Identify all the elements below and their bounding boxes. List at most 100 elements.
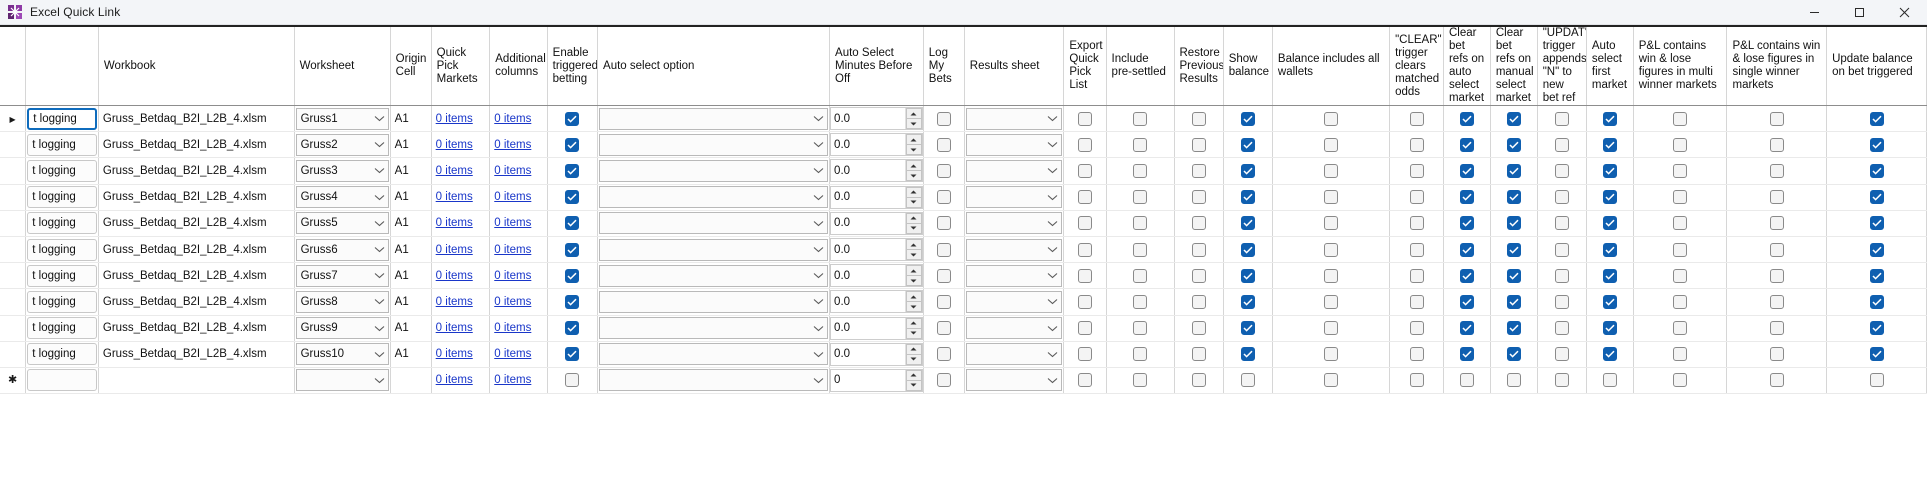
chevron-down-icon[interactable]: [371, 318, 388, 338]
checkmark-icon[interactable]: [1240, 190, 1255, 205]
cell-worksheet[interactable]: Gruss4: [294, 184, 391, 211]
spinner-up-icon[interactable]: [905, 160, 922, 171]
chevron-down-icon[interactable]: [371, 135, 388, 155]
checkbox-empty-icon[interactable]: [1077, 321, 1092, 336]
cell-enable-triggered-betting[interactable]: [547, 367, 599, 395]
cell-update-trigger-appends-n[interactable]: [1537, 210, 1587, 237]
enable-triggered-betting-checkbox[interactable]: [552, 294, 593, 309]
cell-auto-select-option[interactable]: [597, 288, 831, 316]
checkbox-empty-icon[interactable]: [936, 242, 951, 257]
cell-pnl-multi-winner[interactable]: [1633, 315, 1728, 342]
cell-clear-trigger-clears-matched-odds[interactable]: [1389, 157, 1444, 185]
auto-select-first-market-checkbox[interactable]: [1591, 163, 1629, 178]
auto-select-option-combobox[interactable]: [599, 317, 829, 340]
cell-worksheet[interactable]: Gruss7: [294, 262, 391, 290]
cell-auto-select-minutes-before-off[interactable]: 0.0: [829, 210, 924, 237]
include-pre-settled-checkbox[interactable]: [1111, 268, 1170, 283]
cell-additional-columns[interactable]: 0 items: [489, 210, 548, 237]
cell-auto-select-first-market[interactable]: [1586, 105, 1634, 133]
export-quick-pick-list-checkbox[interactable]: [1068, 137, 1101, 152]
balance-includes-all-wallets-checkbox[interactable]: [1277, 216, 1385, 231]
cell-export-quick-pick-list[interactable]: [1063, 131, 1107, 159]
cell-results-sheet[interactable]: [964, 236, 1065, 264]
additional-columns-link[interactable]: 0 items: [494, 191, 532, 204]
cell-additional-columns[interactable]: 0 items: [489, 157, 548, 185]
checkbox-empty-icon[interactable]: [1673, 268, 1688, 283]
cell-show-balance[interactable]: [1223, 341, 1273, 368]
column-header-workbook[interactable]: Workbook: [98, 25, 295, 106]
cell-quick-pick-markets[interactable]: 0 items: [431, 210, 491, 237]
cell-enable-triggered-betting[interactable]: [547, 131, 599, 159]
clear-bet-refs-auto-select-market-checkbox[interactable]: [1448, 216, 1486, 231]
clear-bet-refs-auto-select-market-checkbox[interactable]: [1448, 294, 1486, 309]
spinner-buttons[interactable]: [904, 343, 922, 365]
cell-clear-trigger-clears-matched-odds[interactable]: [1389, 315, 1444, 342]
spinner-up-icon[interactable]: [905, 369, 922, 380]
cell-update-trigger-appends-n[interactable]: [1537, 131, 1587, 159]
pnl-single-winner-checkbox[interactable]: [1731, 111, 1822, 126]
checkbox-empty-icon[interactable]: [1769, 268, 1784, 283]
checkbox-empty-icon[interactable]: [1673, 347, 1688, 362]
cell-auto-select-minutes-before-off[interactable]: 0.0: [829, 236, 924, 264]
column-header-enable-triggered-betting[interactable]: Enable triggered betting: [547, 25, 599, 106]
cell-clear-trigger-clears-matched-odds[interactable]: [1389, 341, 1444, 368]
show-balance-checkbox[interactable]: [1228, 321, 1268, 336]
cell-log-my-bets[interactable]: [923, 210, 965, 237]
cell-log-my-bets[interactable]: [923, 288, 965, 316]
checkbox-empty-icon[interactable]: [1554, 242, 1569, 257]
cell-pnl-multi-winner[interactable]: [1633, 341, 1728, 368]
checkmark-icon[interactable]: [1459, 268, 1474, 283]
row-header-cell[interactable]: ✱: [0, 367, 27, 395]
pnl-multi-winner-checkbox[interactable]: [1638, 268, 1723, 283]
checkbox-empty-icon[interactable]: [936, 294, 951, 309]
balance-includes-all-wallets-checkbox[interactable]: [1277, 137, 1385, 152]
minutes-before-off-value[interactable]: 0.0: [834, 164, 851, 177]
pnl-single-winner-checkbox[interactable]: [1731, 321, 1822, 336]
restore-previous-results-checkbox[interactable]: [1179, 163, 1219, 178]
maximize-button[interactable]: [1837, 0, 1882, 25]
update-balance-on-bet-triggered-checkbox[interactable]: [1831, 268, 1922, 283]
chevron-down-icon[interactable]: [810, 240, 827, 260]
clear-trigger-clears-matched-odds-checkbox[interactable]: [1394, 347, 1439, 362]
cell-show-balance[interactable]: [1223, 184, 1273, 211]
checkbox-empty-icon[interactable]: [1409, 137, 1424, 152]
checkmark-icon[interactable]: [1506, 347, 1521, 362]
checkbox-empty-icon[interactable]: [1409, 294, 1424, 309]
cell-workbook[interactable]: Gruss_Betdaq_B2I_L2B_4.xlsm: [98, 131, 295, 159]
row-header-cell[interactable]: [0, 131, 27, 159]
cell-worksheet[interactable]: Gruss2: [294, 131, 391, 159]
cell-show-balance[interactable]: [1223, 131, 1273, 159]
checkbox-empty-icon[interactable]: [1869, 373, 1884, 388]
pnl-multi-winner-checkbox[interactable]: [1638, 321, 1723, 336]
cell-auto-select-first-market[interactable]: [1586, 341, 1634, 368]
export-quick-pick-list-checkbox[interactable]: [1068, 216, 1101, 231]
cell-origin-cell[interactable]: A1: [390, 288, 432, 316]
cell-show-balance[interactable]: [1223, 262, 1273, 290]
spinner-buttons[interactable]: [904, 291, 922, 313]
include-pre-settled-checkbox[interactable]: [1111, 294, 1170, 309]
checkmark-icon[interactable]: [1869, 268, 1884, 283]
spinner-down-icon[interactable]: [905, 118, 922, 130]
cell-update-balance-on-bet-triggered[interactable]: [1826, 157, 1927, 185]
cell-log-my-bets[interactable]: [923, 262, 965, 290]
checkmark-icon[interactable]: [1869, 347, 1884, 362]
clear-trigger-clears-matched-odds-checkbox[interactable]: [1394, 163, 1439, 178]
checkmark-icon[interactable]: [1602, 268, 1617, 283]
enable-triggered-betting-checkbox[interactable]: [552, 163, 593, 178]
data-grid-view[interactable]: Workbook Worksheet Origin Cell Quick Pic…: [0, 25, 1927, 395]
clear-bet-refs-manual-select-market-checkbox[interactable]: [1495, 321, 1533, 336]
cell-export-quick-pick-list[interactable]: [1063, 315, 1107, 342]
cell-origin-cell[interactable]: A1: [390, 315, 432, 342]
chevron-down-icon[interactable]: [371, 187, 388, 207]
cell-export-quick-pick-list[interactable]: [1063, 157, 1107, 185]
checkbox-empty-icon[interactable]: [1673, 111, 1688, 126]
cell-auto-select-option[interactable]: [597, 105, 831, 133]
include-pre-settled-checkbox[interactable]: [1111, 347, 1170, 362]
worksheet-combobox[interactable]: Gruss5: [295, 212, 389, 235]
clear-bet-refs-manual-select-market-checkbox[interactable]: [1495, 111, 1533, 126]
checkmark-icon[interactable]: [1506, 111, 1521, 126]
checkbox-empty-icon[interactable]: [1554, 321, 1569, 336]
cell-results-sheet[interactable]: [964, 131, 1065, 159]
cell-export-quick-pick-list[interactable]: [1063, 262, 1107, 290]
checkmark-icon[interactable]: [1506, 137, 1521, 152]
